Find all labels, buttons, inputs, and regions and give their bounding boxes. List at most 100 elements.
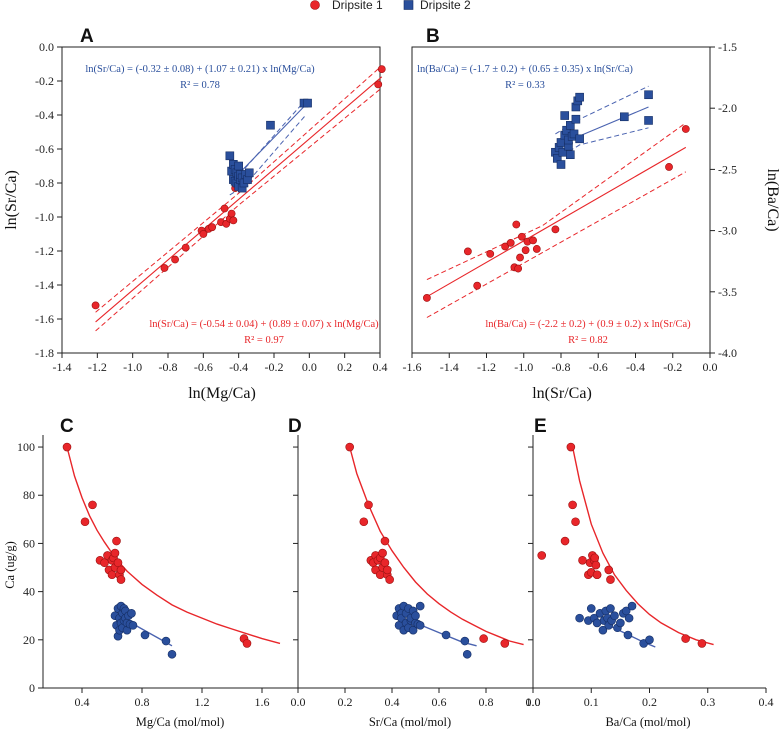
y-tick-label: -0.4 [35, 108, 54, 122]
data-point [62, 442, 72, 452]
data-point [380, 536, 390, 546]
r-squared: R² = 0.78 [180, 80, 220, 91]
data-point [560, 536, 570, 546]
data-point [575, 92, 584, 102]
x-tick-label: -0.8 [159, 360, 178, 374]
data-point [359, 517, 369, 527]
data-point [462, 649, 472, 659]
data-point [116, 565, 126, 575]
data-point [181, 243, 190, 252]
y-tick-label: -1.2 [35, 244, 54, 258]
data-point [681, 125, 690, 133]
data-point [161, 636, 171, 646]
y-tick-label: -2.5 [718, 162, 737, 176]
data-point [411, 611, 420, 621]
data-point [116, 575, 126, 584]
x-tick-label: -0.4 [626, 360, 645, 374]
data-point [569, 129, 579, 139]
confidence-band-lower [426, 171, 687, 318]
series-dripsite-2 [551, 85, 653, 169]
fit-curve [571, 446, 714, 646]
x-tick-label: 0.4 [373, 360, 388, 374]
data-point [382, 565, 392, 575]
x-tick-label: 0.3 [700, 695, 715, 709]
data-point [377, 65, 386, 73]
data-point [697, 639, 707, 648]
y-tick-label: -1.4 [35, 278, 54, 292]
regression-equation: ln(Sr/Ca) = (-0.54 ± 0.04) + (0.89 ± 0.0… [149, 319, 379, 330]
data-point [644, 116, 653, 125]
x-tick-label: -1.0 [514, 360, 533, 374]
series-dripsite-2 [110, 601, 177, 659]
data-point [560, 111, 570, 120]
confidence-band-lower [95, 87, 383, 332]
data-point [517, 232, 526, 241]
series-dripsite-2 [575, 601, 656, 648]
data-point [80, 517, 90, 527]
y-tick-label: -1.5 [718, 40, 737, 54]
legend: Dripsite 1 Dripsite 2 [310, 0, 471, 12]
x-tick-label: -0.2 [663, 360, 682, 374]
data-point [364, 500, 373, 510]
data-point [374, 80, 383, 89]
data-point [225, 151, 235, 161]
data-point [244, 168, 254, 178]
series-dripsite-1 [91, 65, 386, 332]
data-point [506, 238, 515, 247]
data-point [107, 570, 117, 580]
x-tick-label: -0.6 [589, 360, 608, 374]
y-tick-label: -1.0 [35, 210, 54, 224]
data-point [556, 138, 566, 147]
x-tick-label: 0.2 [338, 695, 353, 709]
data-point [592, 570, 602, 580]
y-tick-label: -0.2 [35, 74, 54, 88]
data-point [486, 249, 495, 258]
y-tick-label: 100 [17, 440, 35, 454]
series-dripsite-1 [345, 442, 524, 648]
y-tick-label: 0 [29, 681, 35, 695]
data-point [463, 247, 472, 256]
data-point [627, 601, 637, 611]
panel-letter: C [60, 416, 74, 437]
legend-label-dripsite-1: Dripsite 1 [332, 0, 383, 12]
data-point [473, 281, 482, 290]
data-point [644, 90, 653, 100]
panel-a: -1.4 -1.2 -1.0 -0.8 -0.6 -0.4 -0.2 0.0 0.2 0.4 -1.… [3, 26, 388, 402]
x-tick-label: -0.8 [552, 360, 571, 374]
r-squared: R² = 0.82 [568, 335, 608, 346]
data-point [171, 255, 179, 264]
series-dripsite-1 [62, 442, 281, 648]
data-point [537, 551, 547, 560]
series-dripsite-1 [422, 122, 690, 318]
x-tick-label: 1.6 [255, 695, 270, 709]
confidence-band-upper [229, 99, 307, 172]
data-point [514, 264, 523, 273]
data-point [380, 558, 390, 568]
data-point [140, 630, 150, 640]
x-tick-label: -1.4 [53, 360, 72, 374]
data-point [568, 500, 577, 510]
data-point [199, 230, 208, 238]
data-point [556, 160, 566, 169]
x-tick-label: 0.0 [302, 360, 317, 374]
panel-letter: A [80, 26, 94, 47]
y-axis-label: Ca (ug/g) [3, 541, 17, 589]
data-point [167, 649, 177, 659]
plots: -1.4 -1.2 -1.0 -0.8 -0.6 -0.4 -0.2 0.0 0.2 0.4 -1.… [3, 26, 781, 729]
data-point [460, 636, 470, 646]
data-point [610, 611, 619, 621]
x-tick-label: 0.4 [75, 695, 90, 709]
data-point [112, 536, 121, 546]
data-point [100, 558, 109, 568]
data-point [160, 264, 169, 272]
y-axis-label: ln(Ba/Ca) [764, 168, 781, 231]
x-tick-label: 0.0 [526, 695, 541, 709]
data-point [566, 442, 576, 452]
x-tick-label: 0.2 [642, 695, 657, 709]
x-tick-label: -1.2 [88, 360, 107, 374]
data-point [229, 216, 238, 225]
regression-equation: ln(Ba/Ca) = (-1.7 ± 0.2) + (0.65 ± 0.35)… [417, 64, 633, 75]
x-tick-label: 0.4 [759, 695, 774, 709]
regression-line [426, 146, 687, 298]
data-point [616, 618, 625, 628]
